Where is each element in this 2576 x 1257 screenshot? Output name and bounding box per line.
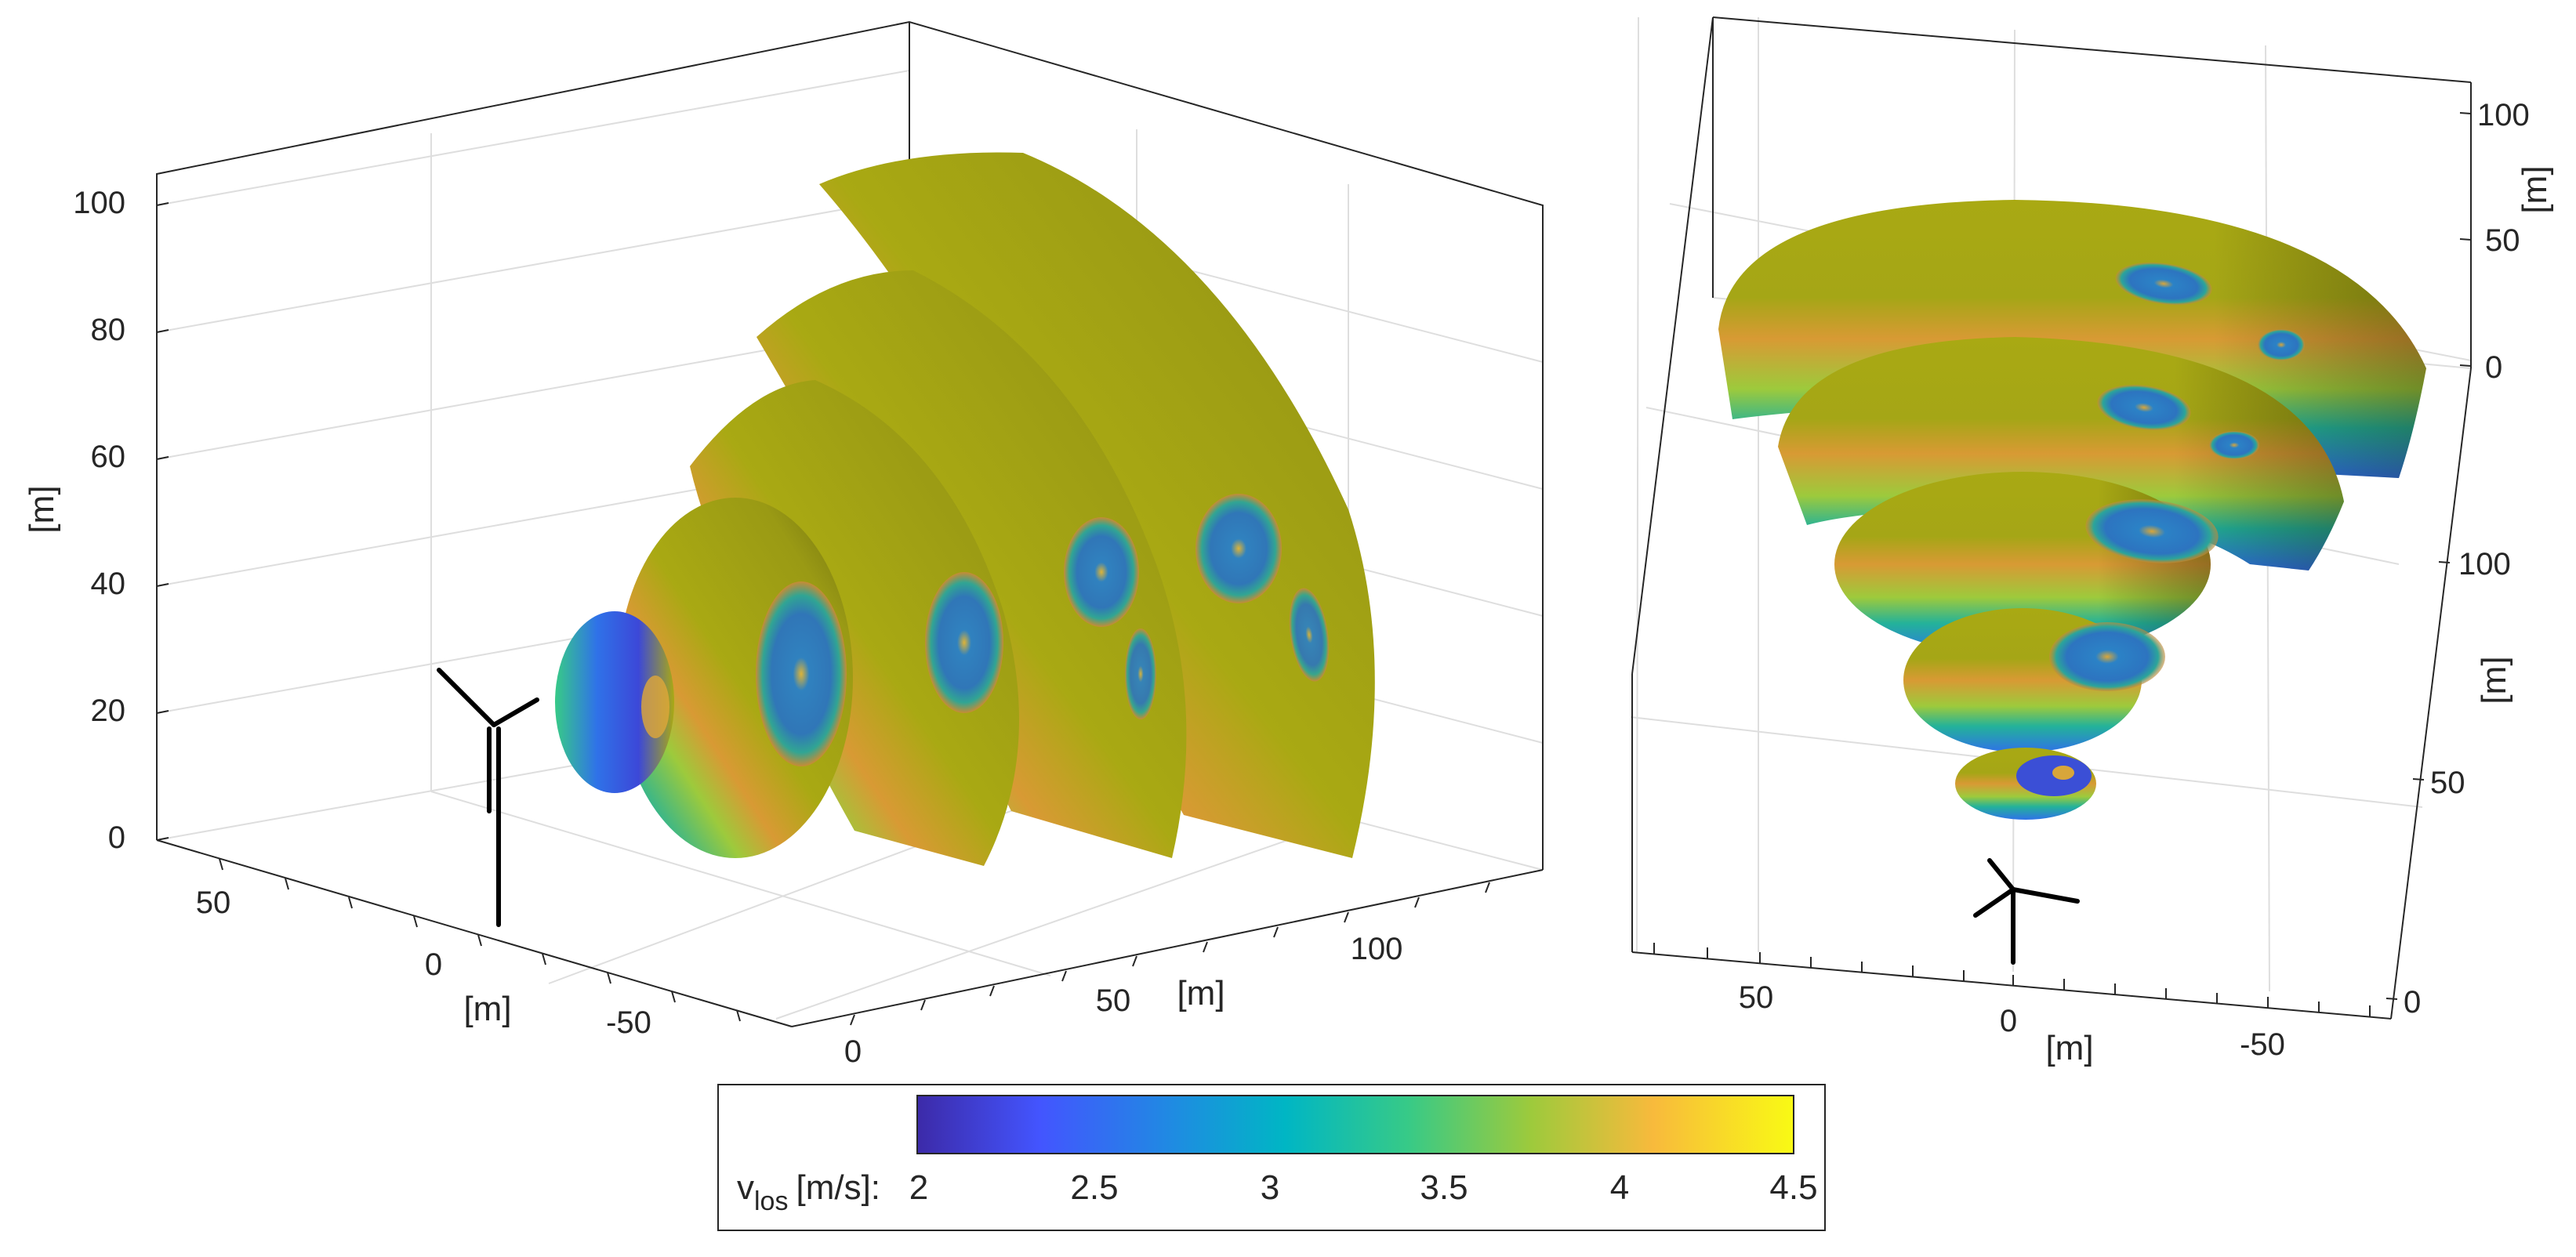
- right-surface-1: [1955, 748, 2096, 820]
- right-lower-tick-0: 100: [2458, 547, 2511, 581]
- right-lower-label: [m]: [2475, 656, 2513, 704]
- left-y-tick-2: -50: [606, 1005, 651, 1040]
- left-3d-axes: 0 20 40 60 80 100 [m] 50 0 -50: [23, 20, 1544, 1069]
- left-surface-1: [555, 611, 674, 793]
- right-upper-label: [m]: [2516, 165, 2554, 213]
- left-z-axis: 0 20 40 60 80 100 [m]: [23, 186, 169, 855]
- left-x-tick-0: 0: [844, 1034, 862, 1069]
- left-x-tick-2: 100: [1351, 932, 1403, 966]
- colorbar-label-unit: [m/s]:: [796, 1168, 880, 1207]
- right-lower-tick-1: 50: [2430, 766, 2465, 800]
- left-y-tick-1: 0: [425, 947, 442, 982]
- left-x-axis: 0 50 100 [m]: [844, 882, 1490, 1069]
- left-y-label: [m]: [463, 990, 511, 1028]
- right-lower-axis: 100 50 0 [m]: [2386, 547, 2513, 1020]
- colorbar-tick-5: 4.5: [1769, 1168, 1817, 1207]
- colorbar-label-sub: los: [754, 1186, 788, 1216]
- colorbar-tick-3: 3.5: [1420, 1168, 1468, 1207]
- colorbar-tick-2: 3: [1261, 1168, 1279, 1207]
- right-upper-axis: 100 50 0 [m]: [2459, 98, 2554, 385]
- left-x-label: [m]: [1177, 974, 1225, 1012]
- left-z-tick-0: 0: [108, 820, 125, 855]
- wind-turbine-icon: [1973, 858, 2080, 965]
- colorbar-label: vlos [m/s]:: [737, 1168, 880, 1216]
- right-lower-tick-2: 0: [2404, 985, 2421, 1020]
- right-upper-tick-0: 100: [2477, 98, 2530, 132]
- colorbar-tick-1: 2.5: [1070, 1168, 1118, 1207]
- right-box: [1631, 16, 2472, 1020]
- right-surface-3: [1834, 472, 2219, 657]
- right-x-axis: 50 0 -50 [m]: [1653, 943, 2371, 1067]
- right-x-label: [m]: [2045, 1029, 2093, 1067]
- left-z-tick-4: 80: [91, 313, 126, 347]
- colorbar-tick-0: 2: [909, 1168, 928, 1207]
- colorbar-gradient: [916, 1095, 1794, 1154]
- wind-turbine-icon: [437, 668, 539, 927]
- left-surface-3: [690, 380, 1019, 866]
- right-x-tick-1: 0: [2000, 1004, 2017, 1038]
- right-surface-2: [1903, 608, 2165, 752]
- right-surface-4: [1778, 337, 2344, 571]
- left-z-tick-5: 100: [73, 186, 125, 220]
- left-z-label: [m]: [23, 485, 61, 533]
- right-upper-tick-2: 0: [2485, 350, 2502, 385]
- left-scan-surfaces: [555, 152, 1375, 866]
- left-z-tick-1: 20: [91, 694, 126, 728]
- colorbar-label-main: v: [737, 1168, 754, 1207]
- colorbar-tick-4: 4: [1610, 1168, 1629, 1207]
- right-scan-surfaces: [1718, 200, 2426, 820]
- right-x-tick-2: -50: [2240, 1027, 2285, 1062]
- left-y-axis: 50 0 -50 [m]: [196, 858, 741, 1040]
- right-x-tick-0: 50: [1739, 980, 1774, 1015]
- colorbar-panel: vlos [m/s]: 2 2.5 3 3.5 4 4.5: [717, 1084, 1826, 1231]
- right-3d-axes: 50 0 -50 [m] 100 50 0 [m] 100 50: [1630, 16, 2554, 1067]
- right-upper-tick-1: 50: [2485, 223, 2520, 258]
- left-y-tick-0: 50: [196, 886, 231, 920]
- left-z-tick-2: 40: [91, 567, 126, 601]
- left-surface-2: [618, 498, 853, 858]
- colorbar-ticks: 2 2.5 3 3.5 4 4.5: [909, 1168, 1818, 1207]
- left-z-tick-3: 60: [91, 440, 126, 474]
- left-x-tick-1: 50: [1096, 984, 1131, 1018]
